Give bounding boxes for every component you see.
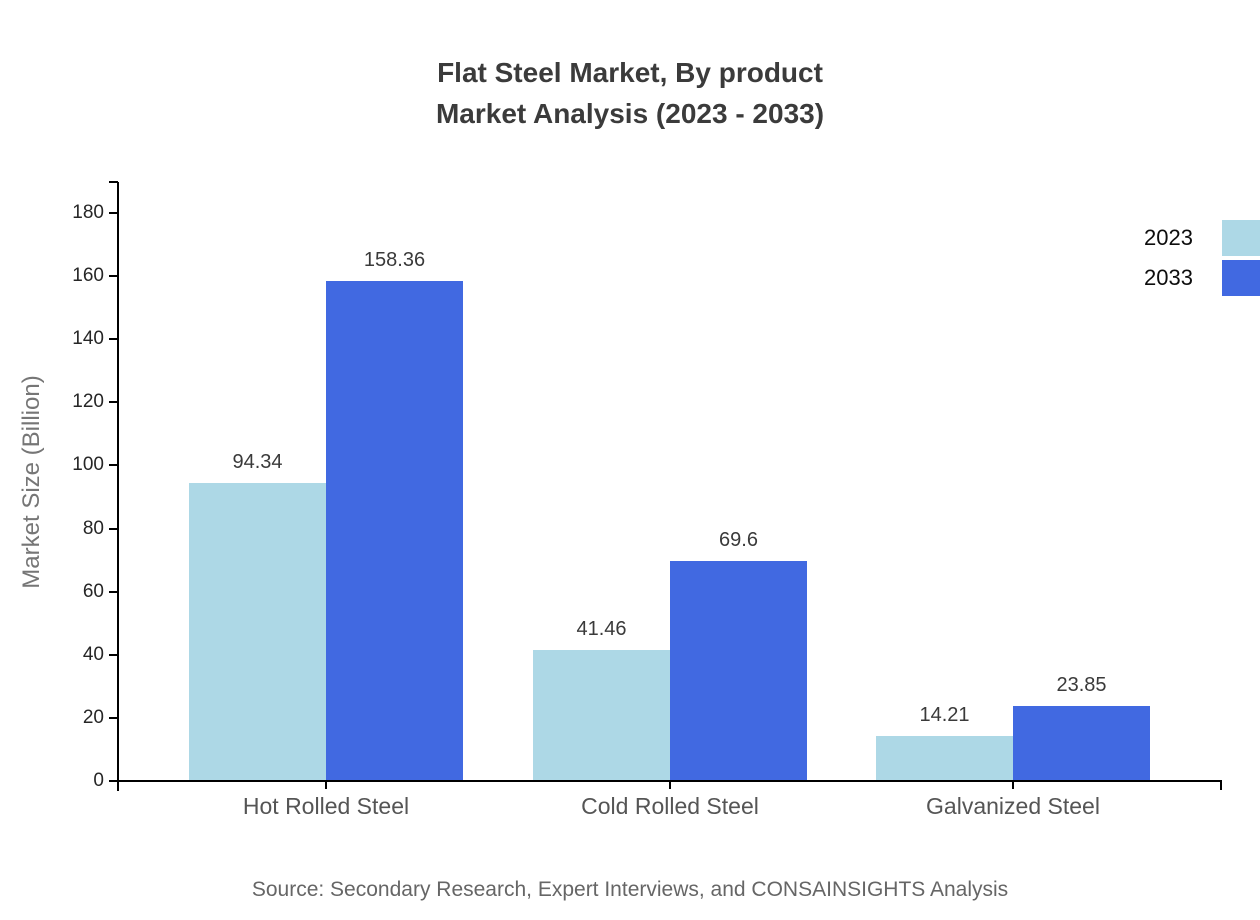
- y-axis-endcap: [109, 181, 118, 183]
- x-axis-endcap: [1220, 780, 1222, 790]
- legend-row-2023: 2023: [1144, 220, 1260, 256]
- x-category-label-cold-rolled-steel: Cold Rolled Steel: [581, 793, 759, 819]
- y-tick-label-100: 100: [72, 454, 104, 476]
- y-tick-label-40: 40: [82, 643, 104, 665]
- x-tick-cold-rolled-steel: [669, 781, 671, 789]
- y-tick-label-160: 160: [72, 265, 104, 287]
- legend-label-2023: 2023: [1144, 225, 1193, 250]
- y-tick-label-120: 120: [72, 391, 104, 413]
- y-tick-80: [109, 527, 118, 530]
- bar-2033-hot-rolled-steel: [326, 281, 463, 781]
- y-tick-180: [109, 212, 118, 214]
- y-tick-60: [109, 590, 118, 593]
- bar-value-2033-hot-rolled-steel: 158.36: [363, 249, 426, 272]
- legend-swatch-2033: [1222, 260, 1260, 296]
- y-tick-label-140: 140: [72, 328, 104, 350]
- bar-2023-galvanized-steel: [876, 736, 1013, 781]
- y-tick-160: [109, 275, 118, 278]
- x-category-label-galvanized-steel: Galvanized Steel: [926, 793, 1100, 819]
- chart-title: Flat Steel Market, By product Market Ana…: [0, 52, 1260, 134]
- source-note: Source: Secondary Research, Expert Inter…: [251, 878, 1009, 901]
- bar-value-2033-cold-rolled-steel: 69.6: [719, 529, 758, 552]
- legend: 2023 2033: [1144, 220, 1260, 300]
- x-tick-galvanized-steel: [1012, 781, 1014, 789]
- y-tick-label-20: 20: [82, 706, 104, 728]
- bar-2033-cold-rolled-steel: [670, 561, 807, 781]
- legend-label-2033: 2033: [1144, 265, 1193, 290]
- chart-title-line2: Market Analysis (2023 - 2033): [435, 98, 825, 129]
- y-tick-label-80: 80: [82, 517, 104, 539]
- y-tick-120: [109, 401, 118, 404]
- y-tick-label-180: 180: [72, 202, 104, 223]
- x-category-label-hot-rolled-steel: Hot Rolled Steel: [242, 793, 410, 819]
- x-axis-line: [118, 780, 1222, 782]
- bar-2023-hot-rolled-steel: [189, 483, 326, 781]
- x-tick-hot-rolled-steel: [325, 781, 327, 789]
- bar-2023-cold-rolled-steel: [533, 650, 670, 781]
- y-axis-line: [117, 182, 119, 791]
- y-tick-0: [109, 780, 118, 782]
- y-tick-20: [109, 716, 118, 719]
- y-tick-100: [109, 464, 118, 467]
- bar-value-2023-cold-rolled-steel: 41.46: [576, 618, 627, 641]
- y-tick-label-0: 0: [93, 770, 104, 791]
- chart-title-line1: Flat Steel Market, By product: [437, 57, 823, 88]
- bar-2033-galvanized-steel: [1013, 705, 1150, 781]
- bar-value-2033-galvanized-steel: 23.85: [1056, 673, 1107, 696]
- bar-value-2023-hot-rolled-steel: 94.34: [232, 451, 283, 474]
- bar-value-2023-galvanized-steel: 14.21: [919, 704, 970, 727]
- legend-swatch-2023: [1222, 220, 1260, 256]
- y-tick-140: [109, 338, 118, 341]
- legend-row-2033: 2033: [1144, 260, 1260, 296]
- y-tick-label-60: 60: [82, 580, 104, 602]
- y-tick-40: [109, 653, 118, 656]
